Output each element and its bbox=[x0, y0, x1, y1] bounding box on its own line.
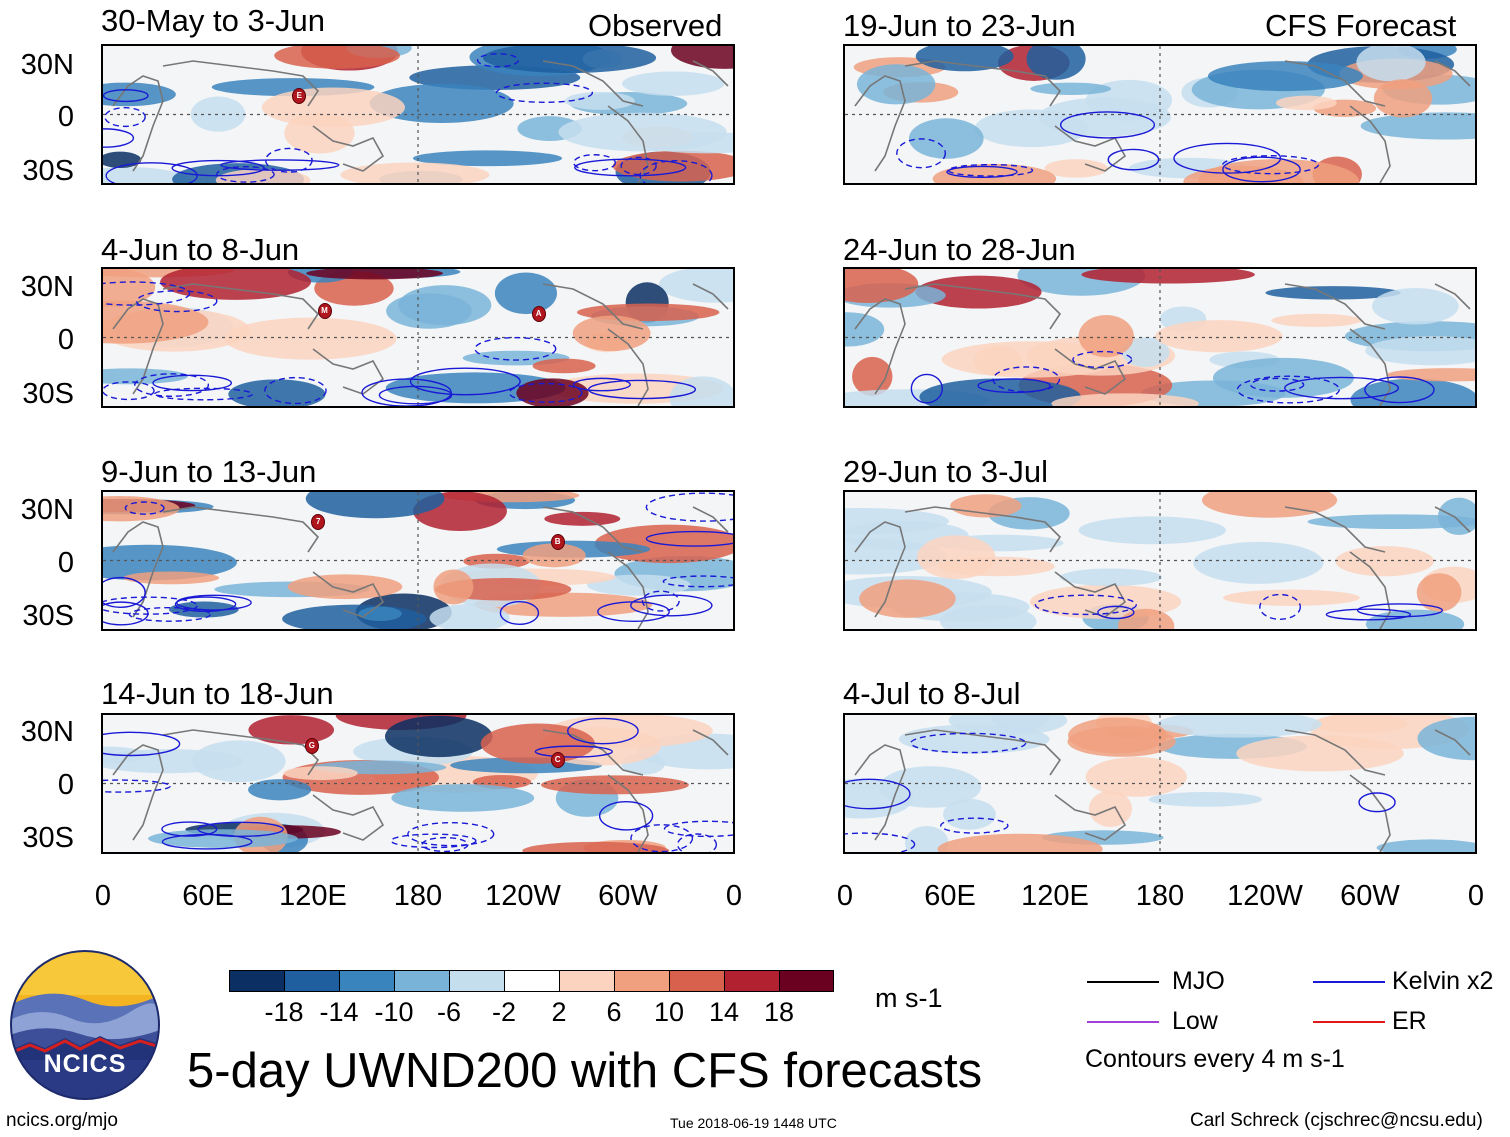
low-legend-line bbox=[1087, 1021, 1159, 1023]
colorbar-units: m s-1 bbox=[875, 983, 943, 1013]
storm-marker: C bbox=[550, 751, 565, 768]
colorbar-swatch bbox=[559, 970, 614, 992]
panel-title-7: 29-Jun to 3-Jul bbox=[843, 454, 1049, 489]
colorbar-swatch bbox=[669, 970, 724, 992]
contour-note: Contours every 4 m s-1 bbox=[1085, 1045, 1345, 1073]
wind-field bbox=[103, 269, 733, 406]
panel-title-1: 30-May to 3-Jun bbox=[101, 3, 325, 38]
colorbar-tick: 18 bbox=[763, 997, 795, 1027]
wind-field bbox=[845, 492, 1475, 629]
kelvin-legend-label: Kelvin x2 bbox=[1392, 967, 1494, 995]
lon-label-120w: 120W bbox=[485, 880, 561, 912]
wind-field bbox=[103, 492, 733, 629]
footer-credit: Carl Schreck (cjschrec@ncsu.edu) bbox=[1190, 1110, 1483, 1131]
er-legend-line bbox=[1313, 1021, 1385, 1023]
colorbar-swatch bbox=[339, 970, 394, 992]
cfs-forecast-title: CFS Forecast bbox=[1265, 8, 1457, 43]
colorbar-tick: -10 bbox=[374, 997, 414, 1027]
lon-label-0: 0 bbox=[94, 880, 112, 912]
ncics-logo: NCICS bbox=[10, 950, 160, 1100]
storm-marker: G bbox=[304, 738, 319, 755]
colorbar-tick: -14 bbox=[319, 997, 359, 1027]
lat-label-30s: 30S bbox=[22, 600, 74, 632]
lat-label-30n: 30N bbox=[20, 716, 74, 748]
colorbar-tick: 2 bbox=[551, 997, 567, 1027]
colorbar-swatch bbox=[504, 970, 559, 992]
lon-label-60w: 60W bbox=[598, 880, 658, 912]
lon-label-180: 180 bbox=[1135, 880, 1185, 912]
mjo-legend-label: MJO bbox=[1172, 967, 1225, 995]
colorbar-tick: 14 bbox=[708, 997, 740, 1027]
wind-field bbox=[845, 715, 1475, 852]
colorbar-swatch bbox=[614, 970, 669, 992]
colorbar-swatch bbox=[779, 970, 834, 992]
lon-label-120w: 120W bbox=[1227, 880, 1303, 912]
main-title: 5-day UWND200 with CFS forecasts bbox=[187, 1044, 983, 1098]
colorbar-tick: -18 bbox=[264, 997, 304, 1027]
footer-timestamp: Tue 2018-06-19 1448 UTC bbox=[670, 1115, 837, 1131]
lat-label-0: 0 bbox=[57, 547, 74, 579]
lat-label-30s: 30S bbox=[22, 822, 74, 854]
panel-title-6: 24-Jun to 28-Jun bbox=[843, 232, 1076, 267]
panel-title-8: 4-Jul to 8-Jul bbox=[843, 676, 1021, 711]
observed-title: Observed bbox=[588, 8, 723, 43]
colorbar-swatch bbox=[724, 970, 779, 992]
wind-field bbox=[845, 269, 1475, 406]
lat-label-0: 0 bbox=[57, 324, 74, 356]
lon-label-180: 180 bbox=[393, 880, 443, 912]
map-panel-8 bbox=[843, 713, 1477, 854]
lon-label-60e: 60E bbox=[924, 880, 976, 912]
lon-label-0-end: 0 bbox=[1467, 880, 1485, 912]
map-panel-5 bbox=[843, 44, 1477, 185]
storm-marker: M bbox=[317, 303, 332, 320]
colorbar-swatch bbox=[449, 970, 504, 992]
kelvin-legend-line bbox=[1313, 981, 1385, 983]
lat-label-0: 0 bbox=[57, 101, 74, 133]
storm-marker: B bbox=[550, 534, 565, 551]
map-panel-6 bbox=[843, 267, 1477, 408]
colorbar-tick: 10 bbox=[653, 997, 685, 1027]
panel-title-3: 9-Jun to 13-Jun bbox=[101, 454, 317, 489]
storm-marker: 7 bbox=[311, 513, 326, 530]
colorbar-tick: -2 bbox=[491, 997, 517, 1027]
colorbar-tick: 6 bbox=[606, 997, 622, 1027]
colorbar-swatch bbox=[394, 970, 449, 992]
low-legend-label: Low bbox=[1172, 1007, 1218, 1035]
colorbar-tick: -6 bbox=[436, 997, 462, 1027]
panel-title-4: 14-Jun to 18-Jun bbox=[101, 676, 334, 711]
lat-label-30n: 30N bbox=[20, 494, 74, 526]
colorbar-swatch bbox=[229, 970, 284, 992]
lat-label-30n: 30N bbox=[20, 271, 74, 303]
panel-title-5: 19-Jun to 23-Jun bbox=[843, 8, 1076, 43]
logo-text: NCICS bbox=[43, 1050, 127, 1078]
panel-title-2: 4-Jun to 8-Jun bbox=[101, 232, 300, 267]
er-legend-label: ER bbox=[1392, 1007, 1427, 1035]
wind-field bbox=[103, 715, 733, 852]
storm-marker: A bbox=[531, 305, 546, 322]
wind-field bbox=[103, 46, 733, 183]
lon-label-120e: 120E bbox=[1021, 880, 1089, 912]
lon-label-60w: 60W bbox=[1340, 880, 1400, 912]
lat-label-30s: 30S bbox=[22, 378, 74, 410]
lon-label-0-end: 0 bbox=[725, 880, 743, 912]
storm-marker: E bbox=[292, 88, 307, 105]
lat-label-30n: 30N bbox=[20, 49, 74, 81]
map-panel-7 bbox=[843, 490, 1477, 631]
lat-label-0: 0 bbox=[57, 769, 74, 801]
wind-field bbox=[845, 46, 1475, 183]
map-panel-1: E bbox=[101, 44, 735, 185]
lat-label-30s: 30S bbox=[22, 155, 74, 187]
lon-label-0: 0 bbox=[836, 880, 854, 912]
footer-url[interactable]: ncics.org/mjo bbox=[6, 1110, 118, 1131]
mjo-legend-line bbox=[1087, 981, 1159, 983]
lon-label-60e: 60E bbox=[182, 880, 234, 912]
colorbar-swatch bbox=[284, 970, 339, 992]
lon-label-120e: 120E bbox=[279, 880, 347, 912]
